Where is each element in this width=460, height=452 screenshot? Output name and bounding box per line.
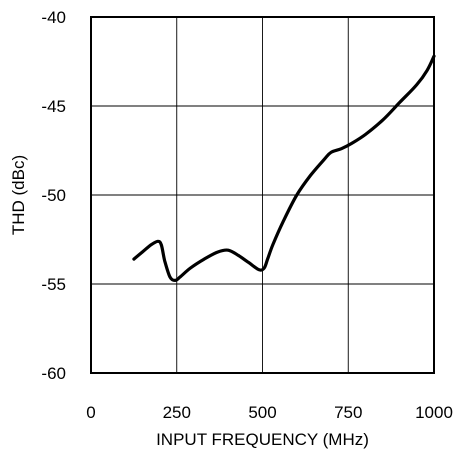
grid-lines <box>91 17 434 373</box>
x-tick-label: 750 <box>334 403 362 422</box>
plot-frame <box>90 16 435 374</box>
y-tick-label: -45 <box>41 97 66 116</box>
x-axis-title: INPUT FREQUENCY (MHz) <box>156 430 369 449</box>
x-tick-label: 1000 <box>415 403 453 422</box>
y-tick-label: -40 <box>41 8 66 27</box>
y-tick-label: -50 <box>41 186 66 205</box>
y-tick-label: -60 <box>41 364 66 383</box>
x-tick-label: 500 <box>248 403 276 422</box>
y-axis-title: THD (dBc) <box>9 155 28 235</box>
y-tick-labels: -40 -45 -50 -55 -60 <box>41 8 66 383</box>
x-tick-label: 250 <box>163 403 191 422</box>
thd-series-line <box>132 54 436 282</box>
x-tick-label: 0 <box>86 403 95 422</box>
x-tick-labels: 0 250 500 750 1000 <box>86 403 453 422</box>
y-tick-label: -55 <box>41 275 66 294</box>
